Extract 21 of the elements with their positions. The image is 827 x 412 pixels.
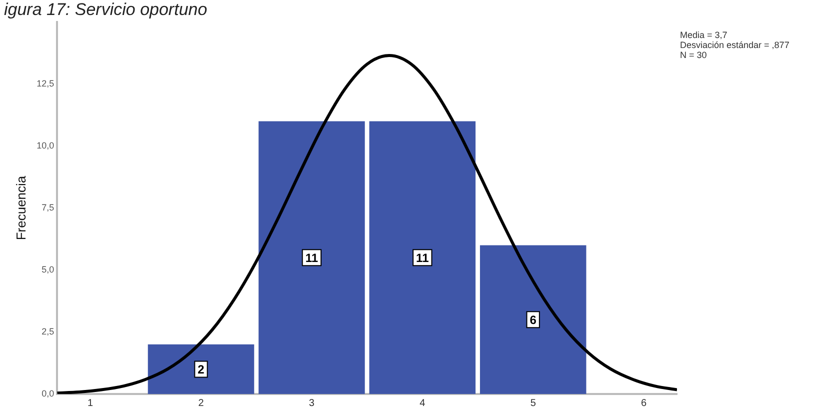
x-tick-label: 1 (88, 398, 94, 409)
x-tick-label: 3 (308, 398, 315, 409)
y-tick-label: 0,0 (42, 388, 54, 398)
data-label: 11 (305, 250, 318, 265)
text: Desviación estándar = ,877 (680, 40, 790, 50)
data-label: 11 (416, 250, 430, 265)
y-tick-label: 5,0 (42, 264, 54, 274)
x-tick-label: 2 (198, 398, 204, 409)
y-tick-label: 7,5 (42, 202, 54, 212)
x-tick-label: 4 (420, 398, 426, 409)
x-tick-label: 5 (530, 398, 536, 409)
data-label: 6 (530, 312, 537, 327)
y-tick-label: 12,5 (36, 78, 54, 88)
y-tick-label: 10,0 (36, 140, 54, 150)
text: Media = 3,7 (680, 30, 728, 40)
x-tick-label: 6 (641, 398, 648, 409)
y-tick-label: 2,5 (42, 326, 54, 336)
y-axis-title: Frecuencia (13, 175, 28, 240)
chart-title: igura 17: Servicio oportuno (4, 0, 208, 20)
text: N = 30 (680, 50, 708, 60)
data-label: 2 (198, 362, 205, 377)
